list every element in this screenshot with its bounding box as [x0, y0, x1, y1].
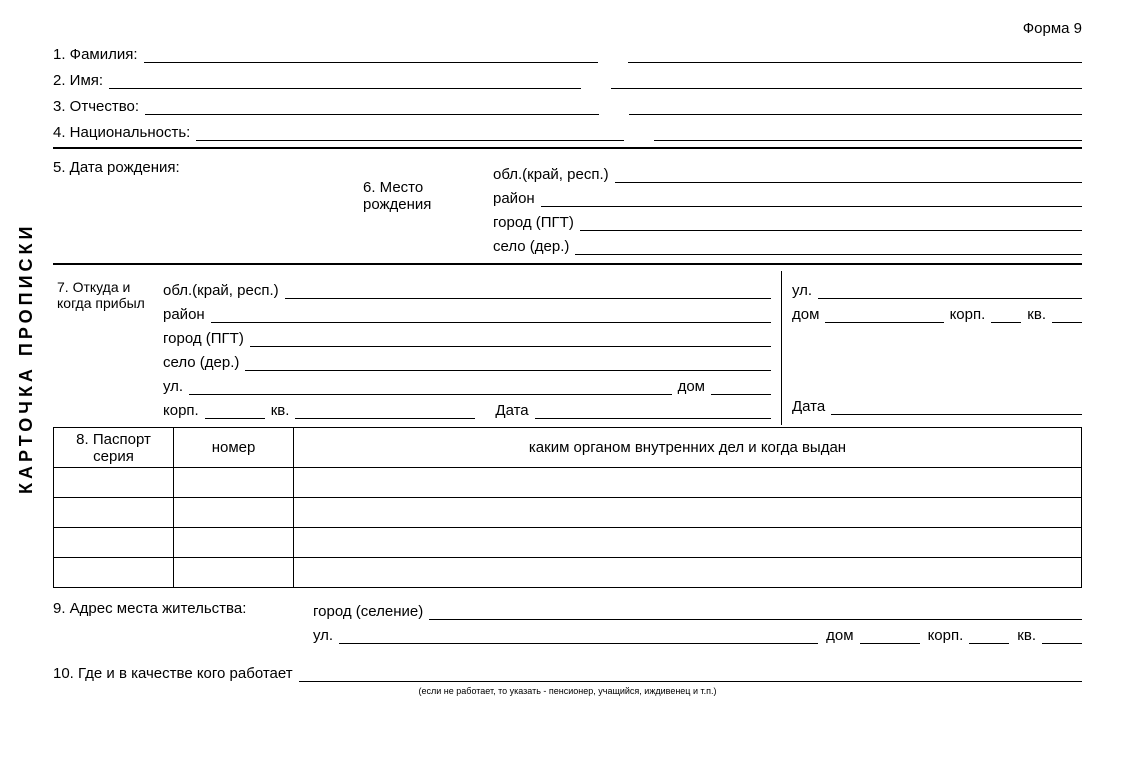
line-work — [299, 664, 1082, 682]
line-name-1 — [109, 71, 580, 89]
label-patronymic: 3. Отчество: — [53, 98, 145, 115]
line-bp-obl — [615, 165, 1082, 183]
label-addr-kv: кв. — [1009, 627, 1042, 644]
line-from-date — [535, 401, 771, 419]
label-addr-gorod: город (селение) — [313, 603, 429, 620]
line-nationality-1 — [196, 123, 624, 141]
section-birth: 5. Дата рождения: 6. Место рождения обл.… — [53, 155, 1082, 257]
footnote: (если не работает, то указать - пенсионе… — [53, 686, 1082, 696]
label-bp-obl: обл.(край, респ.) — [493, 166, 615, 183]
label-r-kv: кв. — [1021, 306, 1052, 323]
label-work: 10. Где и в качестве кого работает — [53, 665, 299, 682]
label-from-dom: дом — [672, 378, 711, 395]
cell-passport-2-3 — [294, 498, 1082, 528]
cell-passport-2-1 — [54, 498, 174, 528]
passport-table: 8. Паспорт серия номер каким органом вну… — [53, 427, 1082, 588]
label-nationality: 4. Национальность: — [53, 124, 196, 141]
th-passport-issued: каким органом внутренних дел и когда выд… — [294, 428, 1082, 468]
label-addr-dom: дом — [818, 627, 859, 644]
label-dob: 5. Дата рождения: — [53, 159, 186, 176]
line-r-kv — [1052, 305, 1082, 323]
th-passport-number: номер — [174, 428, 294, 468]
line-from-raion — [211, 305, 771, 323]
line-r-ul — [818, 281, 1082, 299]
line-from-kv — [295, 401, 475, 419]
cell-passport-3-2 — [174, 528, 294, 558]
cell-passport-2-2 — [174, 498, 294, 528]
th-passport-series: 8. Паспорт серия — [54, 428, 174, 468]
cell-passport-1-1 — [54, 468, 174, 498]
line-addr-dom — [860, 626, 920, 644]
line-r-date — [831, 397, 1082, 415]
cell-passport-3-1 — [54, 528, 174, 558]
cell-passport-4-2 — [174, 558, 294, 588]
label-addr-ul: ул. — [313, 627, 339, 644]
line-from-obl — [285, 281, 771, 299]
line-from-korp — [205, 401, 265, 419]
label-surname: 1. Фамилия: — [53, 46, 144, 63]
line-addr-ul — [339, 626, 818, 644]
line-bp-raion — [541, 189, 1082, 207]
line-name-2 — [611, 71, 1082, 89]
label-from: 7. Откуда и когда прибыл — [57, 279, 145, 311]
label-from-gorod: город (ПГТ) — [163, 330, 250, 347]
line-addr-gorod — [429, 602, 1082, 620]
label-r-dom: дом — [792, 306, 825, 323]
line-surname-1 — [144, 45, 598, 63]
line-from-gorod — [250, 329, 771, 347]
label-from-ul: ул. — [163, 378, 189, 395]
cell-passport-3-3 — [294, 528, 1082, 558]
side-title: КАРТОЧКА ПРОПИСКИ — [10, 20, 43, 696]
label-from-kv: кв. — [265, 402, 296, 419]
line-bp-selo — [575, 237, 1082, 255]
label-bp-selo: село (дер.) — [493, 238, 575, 255]
line-addr-kv — [1042, 626, 1082, 644]
label-from-obl: обл.(край, респ.) — [163, 282, 285, 299]
label-birthplace: 6. Место рождения — [363, 179, 431, 213]
label-r-ul: ул. — [792, 282, 818, 299]
section-from: 7. Откуда и когда прибыл обл.(край, респ… — [53, 271, 1082, 425]
line-surname-2 — [628, 45, 1082, 63]
line-from-selo — [245, 353, 771, 371]
cell-passport-1-2 — [174, 468, 294, 498]
line-r-dom — [825, 305, 943, 323]
label-r-korp: корп. — [944, 306, 992, 323]
line-from-ul — [189, 377, 671, 395]
line-from-dom — [711, 377, 771, 395]
label-from-korp: корп. — [163, 402, 205, 419]
label-from-selo: село (дер.) — [163, 354, 245, 371]
cell-passport-4-3 — [294, 558, 1082, 588]
label-from-date: Дата — [475, 402, 534, 419]
cell-passport-4-1 — [54, 558, 174, 588]
form-body: Форма 9 1. Фамилия: 2. Имя: 3. Отчество:… — [43, 20, 1082, 696]
line-nationality-2 — [654, 123, 1082, 141]
cell-passport-1-3 — [294, 468, 1082, 498]
line-patronymic-1 — [145, 97, 598, 115]
label-name: 2. Имя: — [53, 72, 109, 89]
line-r-korp — [991, 305, 1021, 323]
form-number: Форма 9 — [53, 20, 1082, 37]
label-from-raion: район — [163, 306, 211, 323]
line-patronymic-2 — [629, 97, 1082, 115]
label-address: 9. Адрес места жительства: — [53, 600, 252, 617]
label-addr-korp: корп. — [920, 627, 970, 644]
label-r-date: Дата — [792, 398, 831, 415]
label-bp-gorod: город (ПГТ) — [493, 214, 580, 231]
line-addr-korp — [969, 626, 1009, 644]
line-bp-gorod — [580, 213, 1082, 231]
label-bp-raion: район — [493, 190, 541, 207]
